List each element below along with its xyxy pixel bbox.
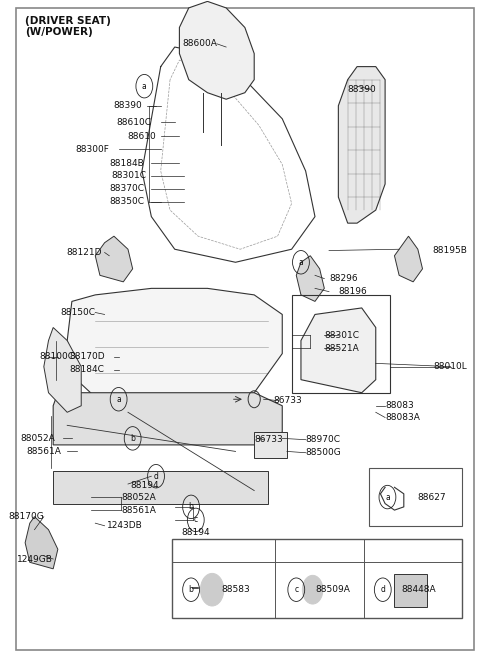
Text: a: a (142, 82, 147, 90)
Text: 88561A: 88561A (27, 447, 61, 456)
Text: 88448A: 88448A (401, 585, 436, 594)
Polygon shape (44, 328, 81, 412)
Polygon shape (180, 1, 254, 99)
Text: 88350C: 88350C (109, 197, 144, 206)
Text: 86733: 86733 (254, 435, 283, 444)
Text: 88561A: 88561A (121, 506, 156, 515)
Text: (DRIVER SEAT)
(W/POWER): (DRIVER SEAT) (W/POWER) (25, 16, 111, 37)
Polygon shape (296, 255, 324, 301)
Text: b: b (189, 585, 193, 594)
Text: b: b (189, 502, 193, 512)
Text: 88184B: 88184B (109, 159, 144, 168)
Text: 88083: 88083 (385, 402, 414, 410)
Text: 88121D: 88121D (67, 248, 102, 257)
Text: 88390: 88390 (113, 102, 142, 110)
Text: 88296: 88296 (329, 274, 358, 283)
Text: 1249GB: 1249GB (17, 555, 53, 563)
Text: 88150C: 88150C (60, 308, 95, 317)
Polygon shape (67, 288, 282, 419)
Text: b: b (130, 434, 135, 443)
Bar (292, 295, 390, 393)
Text: 1243DB: 1243DB (107, 521, 143, 531)
Bar (395, 574, 427, 607)
Text: 88301C: 88301C (324, 331, 360, 340)
Bar (254, 432, 287, 458)
Text: d: d (380, 585, 385, 594)
Polygon shape (53, 471, 268, 504)
Text: d: d (154, 472, 158, 481)
Text: 88010L: 88010L (433, 362, 467, 371)
Text: 88610: 88610 (127, 132, 156, 141)
Text: 88170D: 88170D (69, 352, 105, 362)
Polygon shape (338, 67, 385, 223)
Text: 88083A: 88083A (385, 413, 420, 422)
Circle shape (201, 573, 224, 606)
Text: 88184C: 88184C (70, 365, 105, 375)
Circle shape (302, 575, 323, 604)
Text: 88100C: 88100C (39, 352, 74, 362)
Text: 88196: 88196 (338, 287, 367, 296)
Text: 88500G: 88500G (306, 448, 341, 457)
Text: 88195B: 88195B (432, 246, 467, 255)
Text: 88370C: 88370C (109, 184, 144, 193)
Polygon shape (53, 393, 282, 445)
Text: 88970C: 88970C (306, 435, 341, 444)
Polygon shape (301, 308, 376, 393)
Text: 88194: 88194 (130, 481, 159, 490)
Text: 88300F: 88300F (75, 145, 109, 154)
Text: 88600A: 88600A (182, 39, 217, 48)
Text: 88052A: 88052A (121, 493, 156, 502)
Text: a: a (385, 493, 390, 502)
Text: 86733: 86733 (273, 396, 301, 405)
Text: a: a (299, 258, 303, 267)
Text: 88052A: 88052A (21, 434, 56, 443)
Text: 88194: 88194 (181, 528, 210, 537)
Text: 88583: 88583 (221, 585, 250, 594)
Text: 88521A: 88521A (324, 344, 359, 353)
Text: 88390: 88390 (348, 85, 376, 94)
Text: 88610C: 88610C (116, 117, 151, 126)
Text: 88301C: 88301C (112, 171, 147, 180)
Bar (369, 468, 462, 527)
Text: 88627: 88627 (418, 493, 446, 502)
Polygon shape (95, 236, 132, 282)
Text: a: a (116, 395, 121, 403)
Text: c: c (194, 515, 198, 525)
Text: 88509A: 88509A (315, 585, 350, 594)
Polygon shape (25, 517, 58, 569)
Polygon shape (395, 236, 422, 282)
Bar (172, 540, 462, 618)
Text: 88170G: 88170G (8, 512, 44, 521)
Text: c: c (294, 585, 299, 594)
